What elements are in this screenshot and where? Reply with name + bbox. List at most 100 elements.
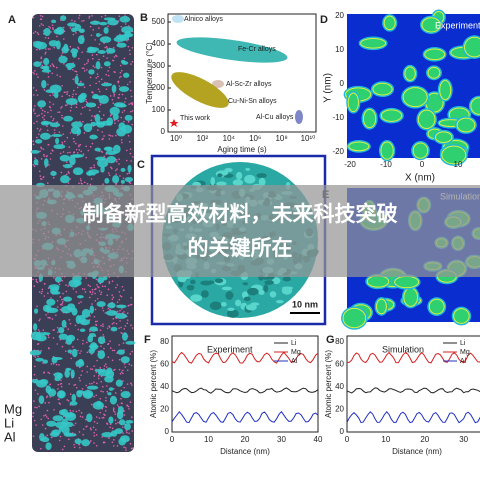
atom <box>68 94 71 97</box>
atom <box>116 301 119 303</box>
atom <box>43 283 46 285</box>
atom <box>116 404 119 406</box>
atom <box>108 437 110 439</box>
atom <box>115 173 118 175</box>
atom <box>73 384 75 386</box>
atom <box>126 312 129 315</box>
atom <box>120 139 123 141</box>
atom <box>69 322 72 325</box>
atom <box>128 432 130 435</box>
particle <box>227 307 235 312</box>
atom <box>131 110 134 112</box>
precipitate <box>40 65 49 70</box>
precipitate <box>65 98 78 105</box>
atom <box>115 159 118 161</box>
y-tick-label: -10 <box>332 113 344 122</box>
atom <box>87 149 90 152</box>
atom <box>36 94 39 96</box>
atom <box>130 296 132 299</box>
precipitate <box>112 113 119 121</box>
atom <box>107 25 109 28</box>
atom <box>44 414 47 416</box>
atom <box>130 447 133 450</box>
atom <box>98 58 100 61</box>
atom <box>46 125 48 128</box>
atom <box>115 322 118 325</box>
plot-frame <box>346 335 480 433</box>
precipitate <box>58 55 68 64</box>
domain <box>404 66 416 81</box>
atom <box>40 418 42 421</box>
legend-label: Mg <box>460 349 470 356</box>
atom <box>81 416 84 418</box>
atom <box>92 29 95 31</box>
atom <box>100 291 103 294</box>
precipitate <box>57 372 63 380</box>
particle <box>227 309 239 318</box>
atom <box>114 413 117 415</box>
atom <box>96 283 98 286</box>
atom <box>121 285 124 288</box>
atom <box>51 318 54 320</box>
precipitate <box>108 387 114 391</box>
atom <box>32 411 35 414</box>
particle <box>262 276 272 280</box>
y-tick-label: 0 <box>161 127 166 136</box>
precipitate <box>43 57 50 66</box>
atom <box>128 181 131 184</box>
atom <box>43 88 46 91</box>
atom <box>71 95 74 98</box>
precipitate <box>46 420 57 427</box>
atom <box>85 98 87 101</box>
atom <box>40 57 42 60</box>
particle <box>207 280 215 285</box>
atom <box>95 416 98 418</box>
precipitate <box>33 158 39 166</box>
particle <box>220 301 227 307</box>
atom <box>98 90 101 93</box>
atom <box>100 324 102 327</box>
element-label: Mg <box>4 401 22 416</box>
atom <box>62 151 65 153</box>
atom <box>34 389 37 391</box>
precipitate <box>71 51 78 58</box>
atom <box>86 341 88 344</box>
atom <box>125 429 128 432</box>
atom <box>86 371 88 373</box>
x-tick-label: -10 <box>380 160 392 169</box>
domain <box>453 308 470 324</box>
precipitate <box>109 395 117 405</box>
precipitate <box>35 357 44 362</box>
atom <box>104 410 107 412</box>
atom <box>112 408 115 411</box>
region <box>172 15 184 23</box>
precipitate <box>110 326 118 332</box>
atom <box>105 399 107 402</box>
atom <box>129 53 131 55</box>
atom <box>43 114 46 117</box>
atom <box>85 100 88 103</box>
particle <box>221 286 232 291</box>
atom <box>49 383 51 386</box>
particle <box>263 284 269 293</box>
atom <box>97 88 100 90</box>
atom <box>121 402 123 405</box>
precipitate <box>48 284 60 290</box>
atom <box>128 103 130 106</box>
atom <box>51 149 54 151</box>
particle <box>243 296 251 302</box>
atom <box>93 395 95 398</box>
atom <box>75 93 77 95</box>
particle <box>201 290 209 298</box>
precipitate <box>58 425 63 432</box>
precipitate <box>39 378 49 385</box>
atom <box>32 71 34 74</box>
atom <box>100 15 103 18</box>
atom <box>53 409 55 411</box>
precipitate <box>78 94 83 103</box>
atom <box>131 60 134 63</box>
precipitate <box>35 331 42 341</box>
atom <box>103 135 105 137</box>
x-tick-label: 10⁶ <box>249 134 261 143</box>
precipitate <box>109 106 120 116</box>
